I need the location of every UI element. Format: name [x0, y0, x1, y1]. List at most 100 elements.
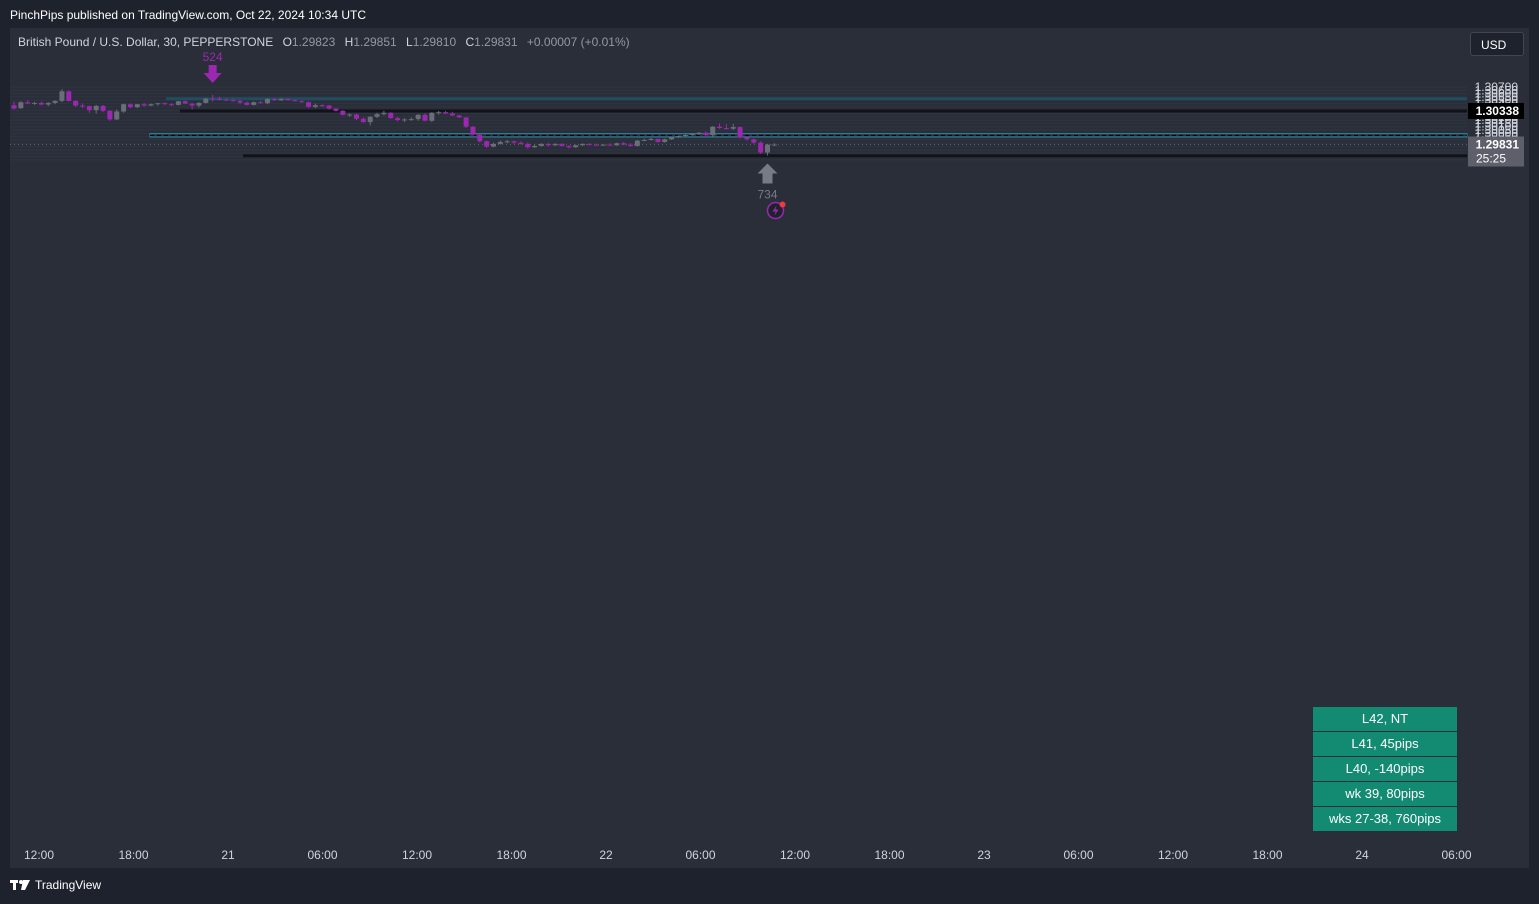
candle-body [312, 105, 318, 107]
candle-body [251, 102, 257, 105]
candle-body [525, 143, 531, 148]
candle-body [73, 100, 79, 106]
candle-body [306, 102, 312, 107]
candle-body [545, 143, 551, 146]
markers-layer: 524 734 [203, 50, 786, 220]
x-tick-label: 21 [221, 848, 235, 862]
x-tick-label: 12:00 [402, 848, 432, 862]
candle-body [765, 144, 770, 153]
last-price-tag [1468, 136, 1524, 167]
stats-table: L42, NT L41, 45pips L40, -140pips wk 39,… [1313, 707, 1457, 832]
y-tick-label: 1.30700 [1475, 80, 1519, 94]
candle-body [470, 126, 476, 135]
symbol-legend: British Pound / U.S. Dollar, 30, PEPPERS… [18, 35, 630, 49]
symbol-name[interactable]: British Pound / U.S. Dollar, 30, PEPPERS… [18, 35, 274, 49]
candle-body [669, 137, 675, 140]
zones-layer [149, 97, 1468, 138]
candle-body [566, 145, 572, 148]
high-value: 1.29851 [353, 35, 397, 49]
candle-body [52, 100, 58, 103]
x-tick-label: 18:00 [1252, 848, 1282, 862]
up-arrow-icon [757, 163, 778, 184]
candle-body [511, 141, 517, 143]
candle-body [18, 102, 24, 109]
candle-body [155, 103, 161, 105]
stats-row: wk 39, 80pips [1313, 782, 1457, 806]
candle-body [381, 112, 387, 115]
candles-layer [11, 89, 777, 156]
candle-body [689, 134, 695, 136]
footer[interactable]: TradingView [10, 878, 101, 892]
candle-body [449, 113, 455, 116]
candle-body [127, 104, 133, 108]
candle-body [237, 100, 243, 103]
candle-body [648, 138, 654, 140]
down-arrow-icon [203, 64, 222, 83]
candle-body [210, 98, 216, 100]
candle-body [66, 91, 72, 101]
candle-body [347, 114, 353, 116]
candle-body [621, 143, 627, 145]
candle-body [463, 117, 469, 127]
x-tick-label: 06:00 [1063, 848, 1093, 862]
candle-body [552, 143, 558, 146]
levels-layer [10, 109, 1467, 158]
x-tick-label: 06:00 [307, 848, 337, 862]
x-tick-label: 06:00 [1441, 848, 1471, 862]
candle-body [477, 134, 483, 142]
candle-body [655, 138, 661, 142]
candle-body [593, 144, 599, 146]
candle-body [162, 103, 168, 105]
open-value: 1.29823 [291, 35, 336, 49]
candle-body [559, 143, 565, 146]
footer-brand: TradingView [35, 878, 102, 892]
x-tick-label: 18:00 [874, 848, 904, 862]
candle-body [326, 105, 332, 109]
candle-body [662, 139, 668, 142]
candle-body [340, 110, 346, 115]
lightning-bolt [772, 205, 779, 216]
candle-body [278, 98, 284, 101]
candle-body [285, 98, 291, 101]
candle-body [244, 102, 250, 105]
publish-text: PinchPips published on TradingView.com, … [10, 8, 366, 22]
candle-body [497, 141, 503, 144]
candle-body [422, 114, 428, 121]
candle-body [182, 101, 188, 104]
candle-body [504, 141, 510, 143]
stats-row: wks 27-38, 760pips [1313, 807, 1457, 831]
stats-row: L42, NT [1313, 707, 1457, 731]
candle-body [388, 112, 394, 119]
low-value: 1.29810 [412, 35, 457, 49]
candle-body [11, 105, 17, 109]
candle-body [771, 144, 777, 146]
candle-body [360, 118, 366, 123]
candle-body [292, 100, 298, 102]
candle-body [703, 132, 709, 136]
x-tick-label: 24 [1355, 848, 1369, 862]
x-tick-label: 18:00 [496, 848, 526, 862]
candle-body [401, 119, 407, 121]
currency-button[interactable]: USD [1470, 32, 1524, 56]
signal-label: 734 [757, 188, 777, 202]
alert-dot [779, 201, 786, 208]
candle-body [354, 114, 359, 119]
candle-body [730, 127, 736, 129]
candle-body [717, 126, 723, 129]
candle-body [271, 98, 277, 101]
candle-body [196, 102, 202, 106]
candle-body [169, 104, 175, 106]
candle-body [114, 111, 120, 120]
candle-body [436, 112, 442, 114]
candle-body [333, 108, 339, 111]
signal-label: 524 [203, 50, 223, 64]
candle-body [710, 126, 716, 136]
candle-body [217, 98, 222, 100]
candle-body [134, 104, 140, 108]
candle-body [484, 141, 490, 147]
candle-body [491, 143, 496, 147]
countdown-label: 25:25 [1476, 152, 1506, 166]
candle-body [189, 103, 195, 106]
candle-body [614, 143, 620, 146]
